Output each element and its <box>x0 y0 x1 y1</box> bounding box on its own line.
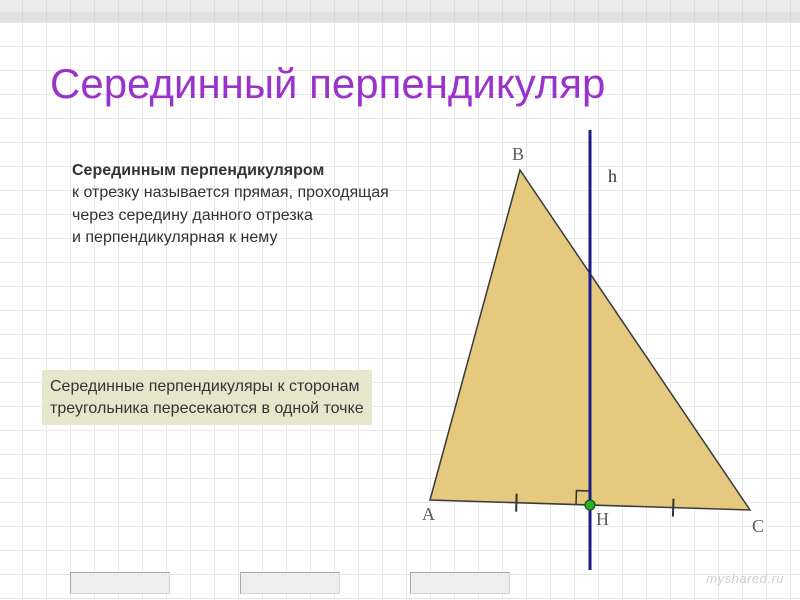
nav-box[interactable] <box>240 572 340 594</box>
top-band <box>0 0 800 12</box>
triangle-svg <box>400 130 780 570</box>
nav-box[interactable] <box>70 572 170 594</box>
vertex-label-B: B <box>512 144 524 165</box>
vertex-label-H: H <box>596 509 609 530</box>
bottom-toolbar <box>0 566 800 600</box>
page-title: Серединный перпендикуляр <box>50 60 605 108</box>
vertex-label-A: A <box>422 504 435 525</box>
theorem-box: Серединные перпендикуляры к сторонам тре… <box>42 370 372 425</box>
geometry-figure: A B C H h <box>400 130 780 570</box>
definition-text: к отрезку называется прямая, проходящая <box>72 184 389 201</box>
vertex-label-C: C <box>752 516 764 537</box>
top-band <box>0 12 800 22</box>
theorem-text: треугольника пересекаются в одной точке <box>50 400 364 417</box>
theorem-text: Серединные перпендикуляры к сторонам <box>50 378 360 395</box>
line-label-h: h <box>608 166 617 187</box>
definition-block: Серединным перпендикуляром к отрезку наз… <box>72 160 442 250</box>
definition-text: и перпендикулярная к нему <box>72 229 277 246</box>
definition-text: через середину данного отрезка <box>72 207 313 224</box>
nav-box[interactable] <box>410 572 510 594</box>
definition-term: Серединным перпендикуляром <box>72 162 324 179</box>
